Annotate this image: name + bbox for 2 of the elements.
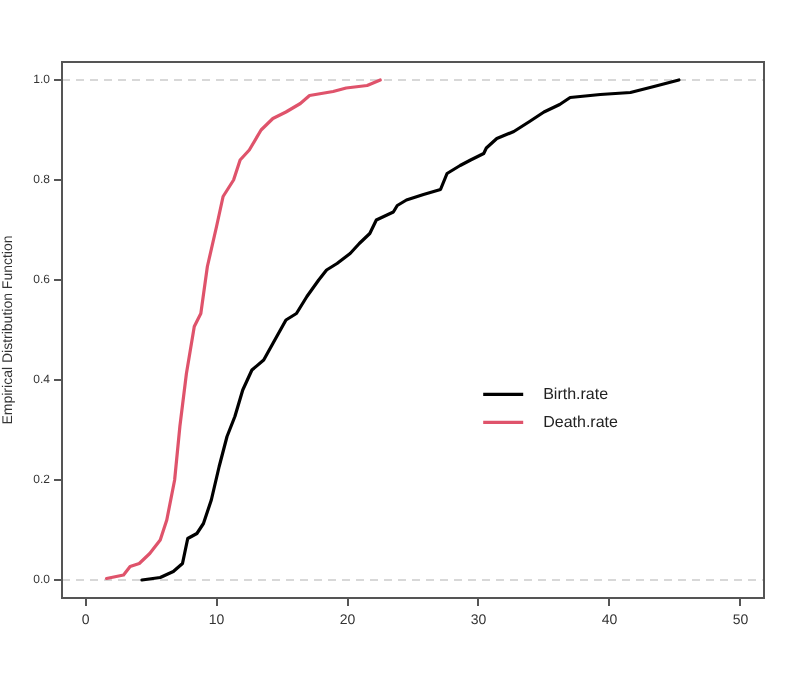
legend-label: Birth.rate bbox=[543, 384, 610, 403]
legend-label: Death.rate bbox=[543, 412, 620, 431]
